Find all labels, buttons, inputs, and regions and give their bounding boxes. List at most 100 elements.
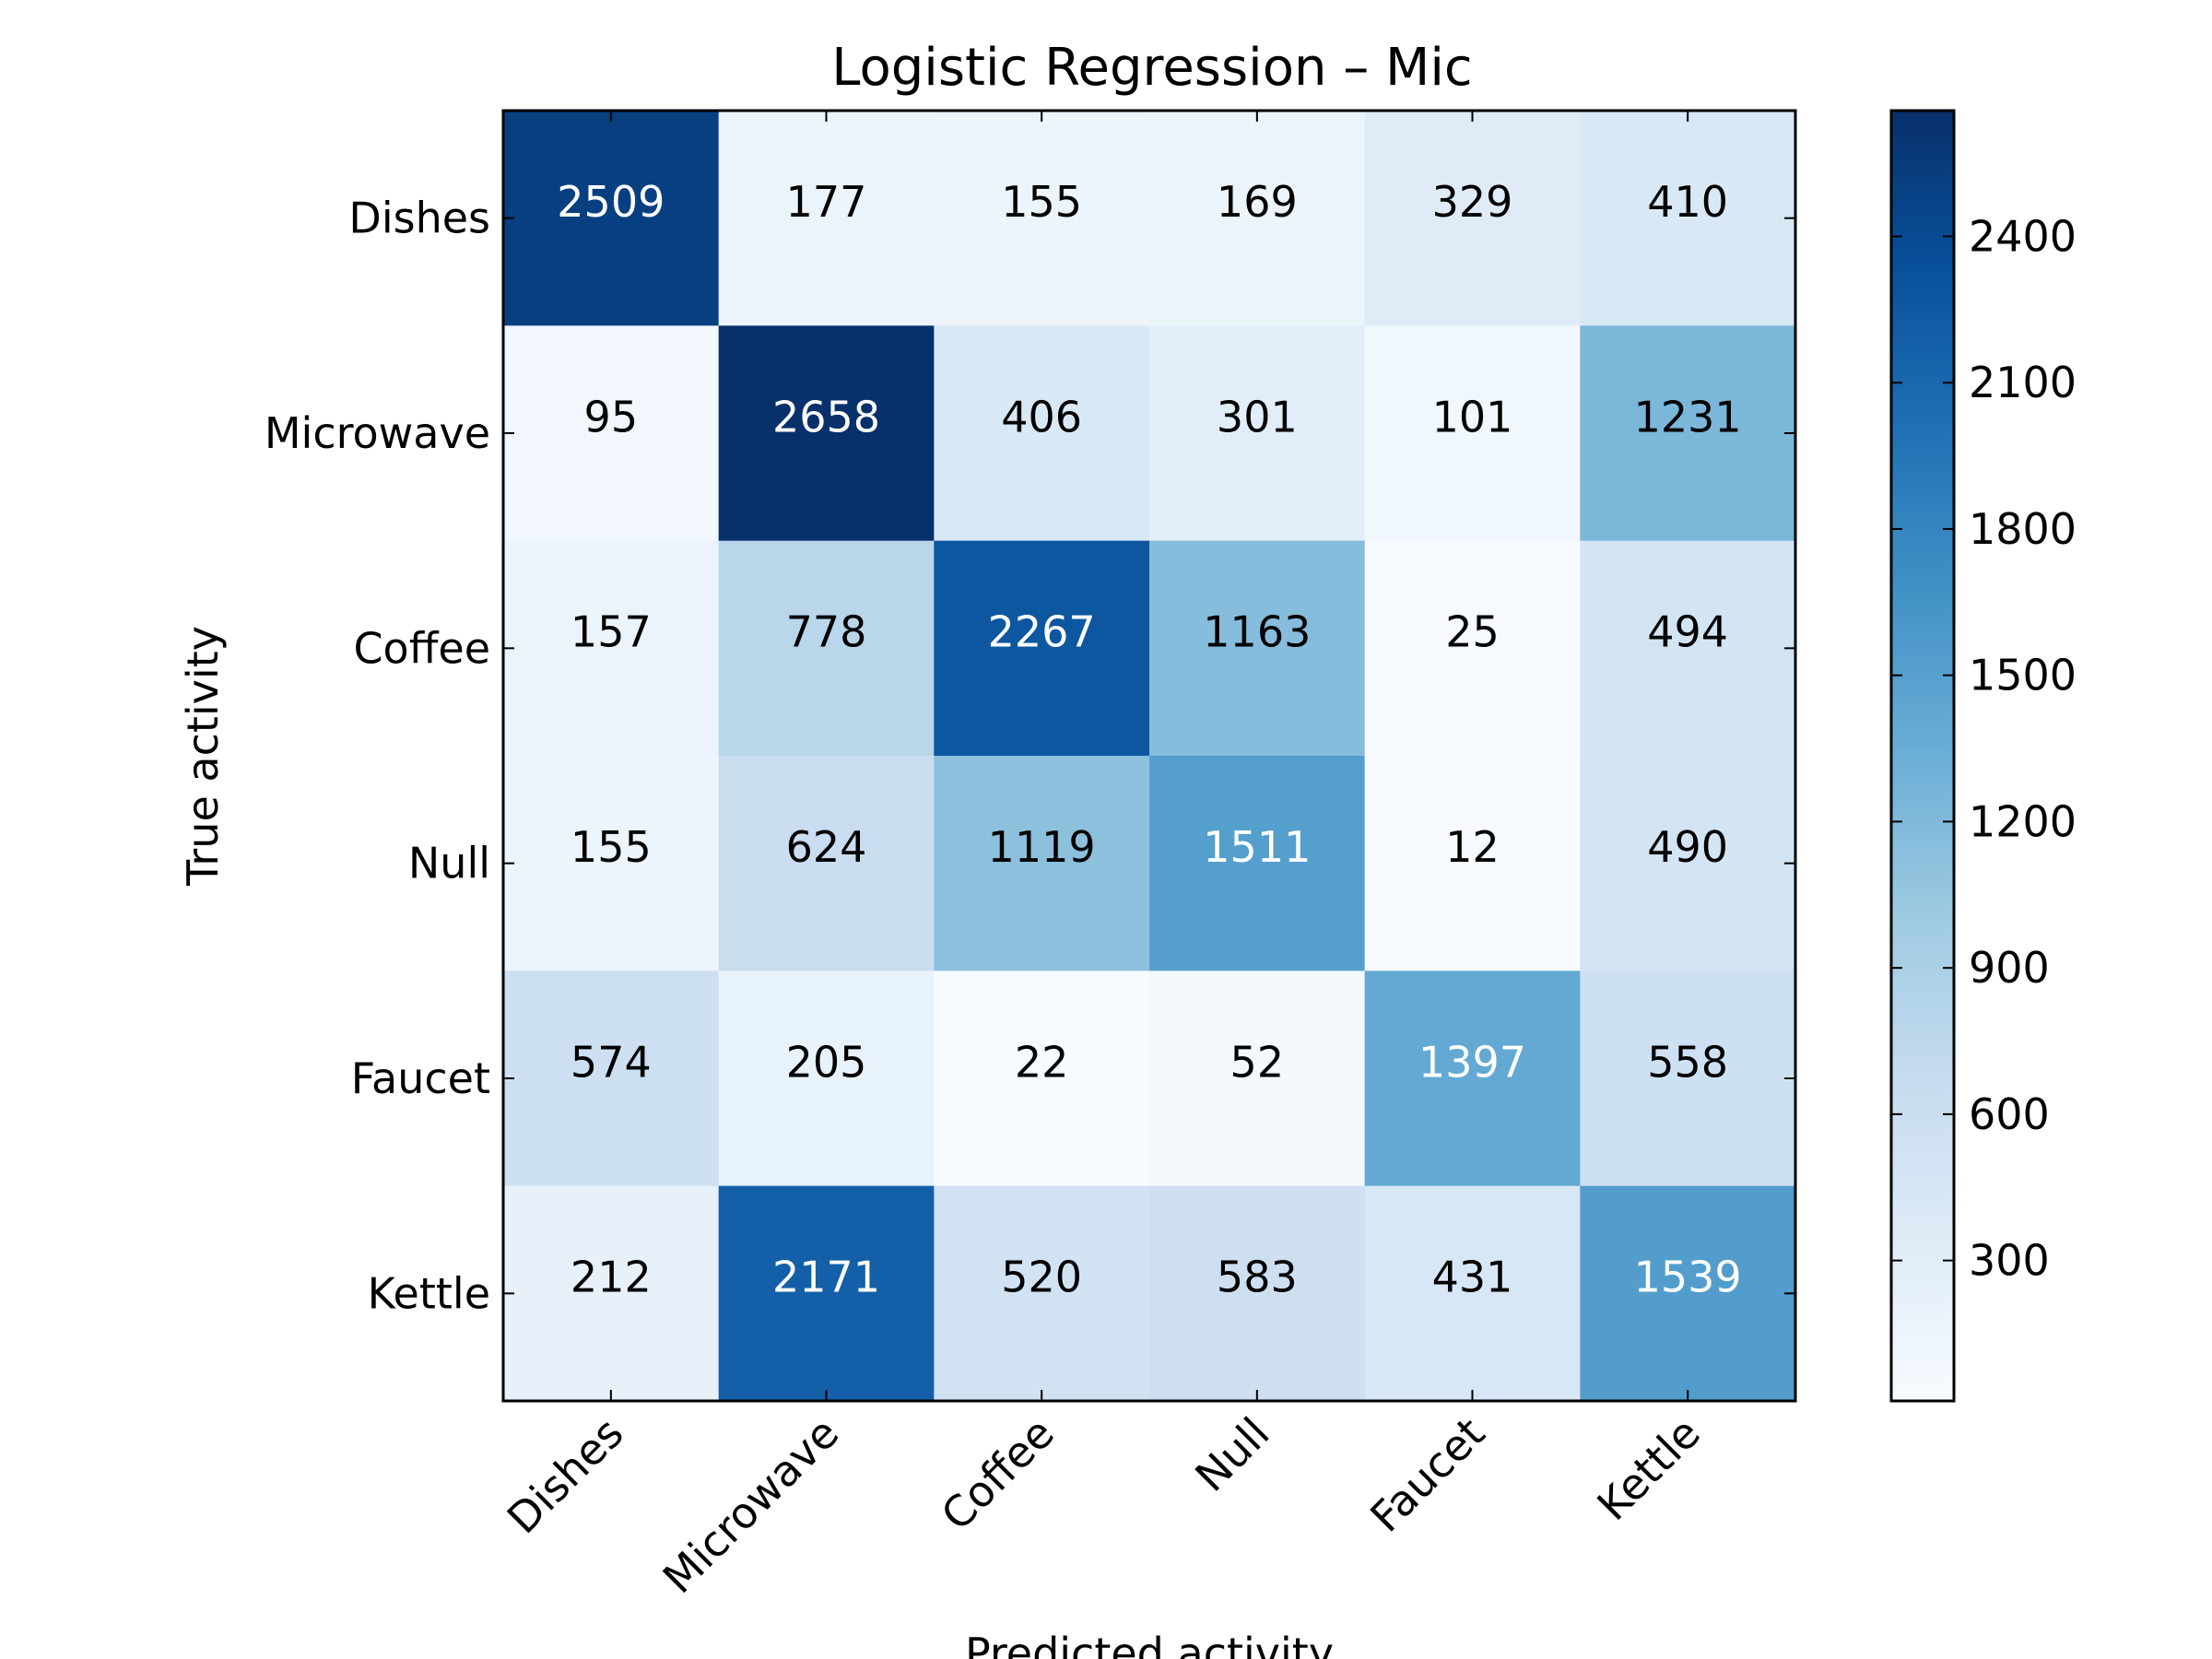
cell-value-label: 494 bbox=[1647, 607, 1728, 657]
heatmap-cell bbox=[934, 111, 1150, 326]
cell-value-label: 778 bbox=[786, 607, 867, 657]
cell-value-label: 95 bbox=[584, 392, 639, 441]
heatmap-cell bbox=[718, 1185, 935, 1402]
heatmap-cell bbox=[1580, 111, 1796, 326]
heatmap-cell bbox=[1149, 756, 1366, 971]
cell-value-label: 177 bbox=[786, 177, 867, 227]
heatmap-cell bbox=[1580, 325, 1796, 542]
heatmap-cell bbox=[718, 325, 935, 542]
heatmap-cell bbox=[934, 756, 1150, 971]
plot-frame bbox=[501, 109, 1797, 1403]
y-tick-label: Null bbox=[408, 839, 490, 888]
colorbar-tick-label: 900 bbox=[1969, 943, 2050, 993]
colorbar-ticks: 300 600 900 1200 1500 1800 2100 2400 bbox=[1891, 212, 2077, 1286]
heatmap-cell bbox=[1364, 540, 1581, 757]
cell-value-label: 583 bbox=[1217, 1253, 1298, 1302]
cell-value-label: 2171 bbox=[772, 1253, 880, 1302]
colorbar-tick-label: 600 bbox=[1969, 1089, 2050, 1139]
cell-value-label: 2658 bbox=[772, 392, 880, 441]
x-tick-label: Null bbox=[1185, 1408, 1278, 1501]
heatmap-cells bbox=[503, 111, 1796, 1402]
x-tick-label: Kettle bbox=[1587, 1408, 1709, 1530]
cell-value-label: 1163 bbox=[1203, 607, 1311, 657]
y-axis-label: True activity bbox=[178, 626, 228, 887]
y-tick-label: Microwave bbox=[265, 408, 490, 458]
heatmap-cell bbox=[1149, 325, 1366, 542]
cell-value-label: 574 bbox=[571, 1037, 652, 1087]
heatmap-cell bbox=[718, 971, 935, 1187]
cell-value-label: 406 bbox=[1001, 392, 1082, 441]
heatmap-cell bbox=[718, 111, 935, 326]
heatmap-cell bbox=[1364, 971, 1581, 1187]
y-tick-label: Dishes bbox=[348, 194, 490, 243]
cell-value-label: 1231 bbox=[1634, 392, 1742, 441]
cell-value-label: 490 bbox=[1647, 822, 1728, 872]
heatmap-cell bbox=[1364, 111, 1581, 326]
cell-value-label: 301 bbox=[1217, 392, 1298, 441]
heatmap-cell bbox=[503, 1185, 720, 1402]
colorbar-tick-label: 2400 bbox=[1969, 212, 2077, 262]
heatmap-cell bbox=[718, 756, 935, 971]
cell-value-label: 155 bbox=[1001, 177, 1082, 227]
y-tick-label: Coffee bbox=[353, 623, 490, 673]
heatmap-cell bbox=[1580, 971, 1796, 1187]
heatmap-cell bbox=[934, 971, 1150, 1187]
heatmap-cell bbox=[1364, 1185, 1581, 1402]
cell-value-label: 520 bbox=[1001, 1253, 1082, 1302]
heatmap-cell bbox=[718, 540, 935, 757]
cell-value-label: 169 bbox=[1217, 177, 1298, 227]
heatmap-cell bbox=[1580, 1185, 1796, 1402]
colorbar bbox=[1889, 109, 1956, 1403]
colorbar-tick-label: 1800 bbox=[1969, 504, 2077, 554]
y-axis-ticks: Dishes Microwave Coffee Null Faucet Kettle bbox=[265, 194, 1795, 1318]
heatmap-cell bbox=[1149, 971, 1366, 1187]
cell-value-label: 1539 bbox=[1634, 1253, 1742, 1302]
cell-value-label: 410 bbox=[1647, 177, 1728, 227]
chart-title: Logistic Regression – Mic bbox=[831, 38, 1472, 98]
cell-value-label: 1397 bbox=[1418, 1037, 1526, 1087]
heatmap-cell bbox=[503, 325, 720, 542]
y-tick-label: Faucet bbox=[351, 1053, 490, 1103]
heatmap-cell bbox=[1364, 756, 1581, 971]
cell-value-label: 329 bbox=[1432, 177, 1513, 227]
heatmap-cell bbox=[1580, 756, 1796, 971]
cell-value-label: 558 bbox=[1647, 1037, 1728, 1087]
heatmap-cell bbox=[1149, 540, 1366, 757]
colorbar-tick-label: 1200 bbox=[1969, 796, 2077, 846]
heatmap-cell bbox=[1364, 325, 1581, 542]
x-tick-label: Dishes bbox=[498, 1408, 633, 1544]
cell-value-label: 1511 bbox=[1203, 822, 1311, 872]
cell-value-label: 2267 bbox=[988, 607, 1096, 657]
cell-value-label: 25 bbox=[1445, 607, 1500, 657]
heatmap-cell bbox=[1580, 540, 1796, 757]
heatmap-cell bbox=[503, 756, 720, 971]
heatmap-cell bbox=[1149, 111, 1366, 326]
cell-value-label: 624 bbox=[786, 822, 867, 872]
cell-value-label: 52 bbox=[1230, 1037, 1285, 1087]
heatmap-cell-labels: 2509 177 155 169 329 410 95 2658 406 301 101 1231 15… bbox=[557, 177, 1741, 1302]
x-tick-label: Microwave bbox=[653, 1408, 849, 1604]
cell-value-label: 101 bbox=[1432, 392, 1513, 441]
heatmap-cell bbox=[934, 1185, 1150, 1402]
cell-value-label: 22 bbox=[1015, 1037, 1069, 1087]
cell-value-label: 155 bbox=[571, 822, 652, 872]
heatmap-cell bbox=[503, 540, 720, 757]
colorbar-tick-label: 2100 bbox=[1969, 358, 2077, 407]
heatmap-cell bbox=[1149, 1185, 1366, 1402]
heatmap-cell bbox=[503, 111, 720, 326]
x-tick-label: Coffee bbox=[932, 1408, 1064, 1540]
colorbar-tick-label: 300 bbox=[1969, 1236, 2050, 1286]
y-tick-label: Kettle bbox=[368, 1268, 490, 1318]
cell-value-label: 12 bbox=[1445, 822, 1500, 872]
cell-value-label: 157 bbox=[571, 607, 652, 657]
x-axis-label: Predicted activity bbox=[965, 1629, 1334, 1659]
cell-value-label: 205 bbox=[786, 1037, 867, 1087]
colorbar-tick-label: 1500 bbox=[1969, 651, 2077, 700]
x-tick-label: Faucet bbox=[1360, 1408, 1494, 1542]
cell-value-label: 2509 bbox=[557, 177, 665, 227]
heatmap-cell bbox=[934, 540, 1150, 757]
heatmap-cell bbox=[503, 971, 720, 1187]
cell-value-label: 1119 bbox=[988, 822, 1096, 872]
cell-value-label: 431 bbox=[1432, 1253, 1513, 1302]
